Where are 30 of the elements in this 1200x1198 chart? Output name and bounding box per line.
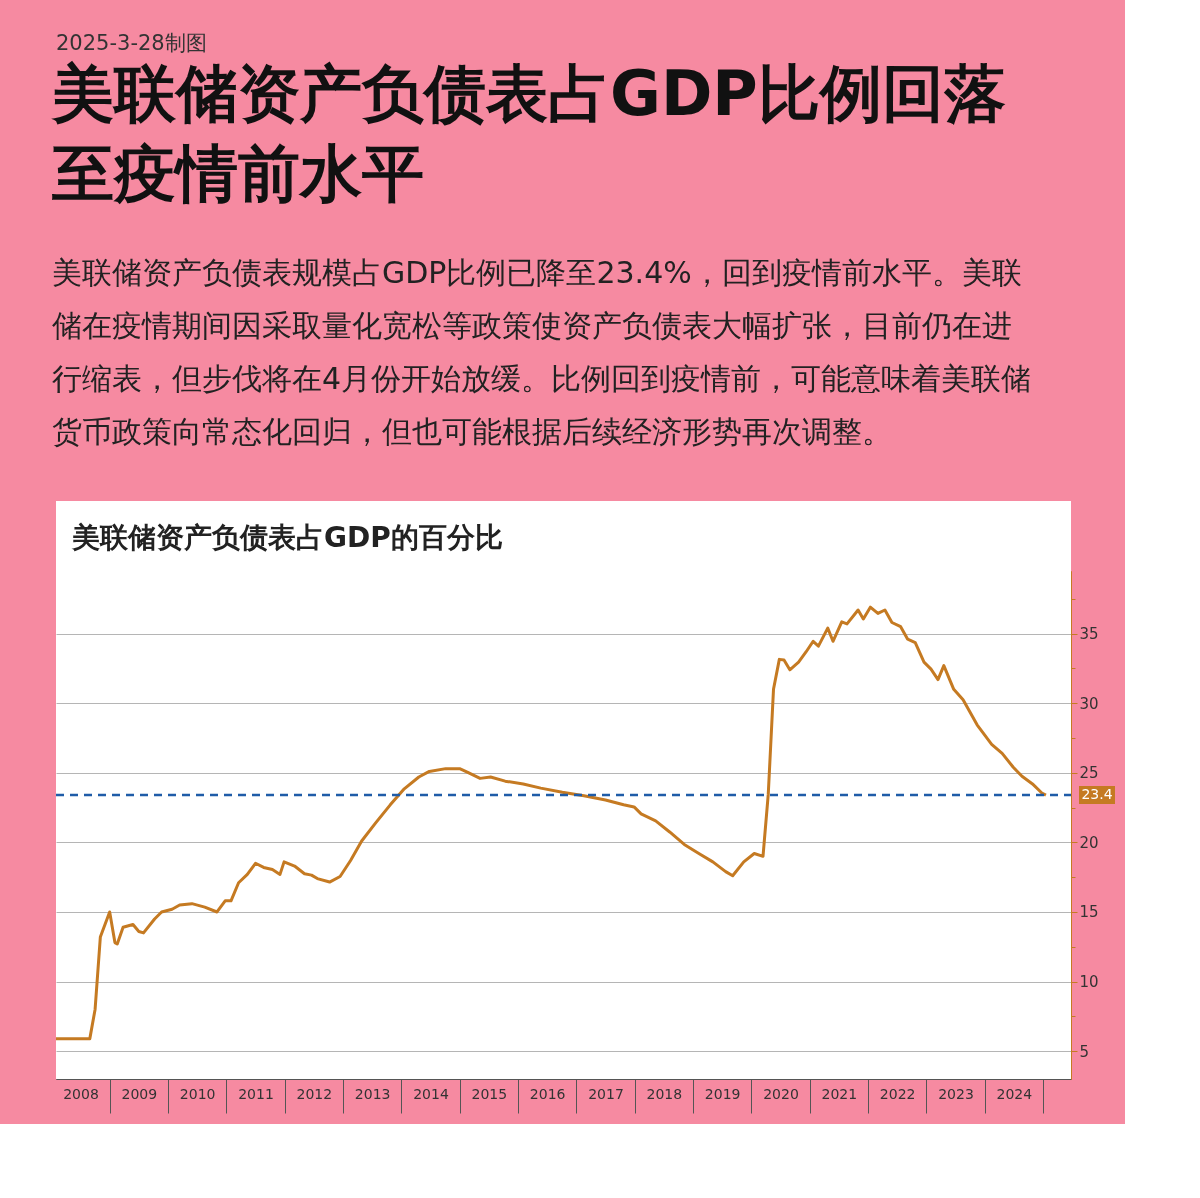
y-tick-label: 15 bbox=[1079, 903, 1099, 922]
y-tick-label: 10 bbox=[1079, 973, 1099, 992]
line-series bbox=[54, 605, 1048, 1041]
x-tick-label: 2015 bbox=[471, 1085, 508, 1102]
text: 2025-3-28制图 bbox=[56, 31, 207, 55]
y-tick-label: 20 bbox=[1079, 833, 1099, 852]
text: 美联储资产负债表占GDP的百分比 bbox=[71, 521, 503, 554]
x-tick-label: 2016 bbox=[529, 1085, 566, 1102]
x-tick-label: 2024 bbox=[996, 1085, 1033, 1102]
y-tick-label: 35 bbox=[1079, 625, 1099, 644]
x-tick-label: 2012 bbox=[296, 1085, 333, 1102]
chart-title: 美联储资产负债表占GDP比例回落至疫情前水平 bbox=[51, 57, 1006, 210]
x-tick-label: 2022 bbox=[879, 1085, 916, 1102]
x-tick-label: 2023 bbox=[938, 1085, 974, 1102]
x-tick-label: 2010 bbox=[179, 1085, 216, 1102]
y-tick-label: 5 bbox=[1079, 1042, 1090, 1061]
x-tick-label: 2020 bbox=[763, 1085, 799, 1102]
y-tick-label: 25 bbox=[1079, 764, 1099, 783]
y-tick-label: 30 bbox=[1079, 694, 1099, 713]
x-tick-label: 2009 bbox=[121, 1085, 158, 1102]
x-tick-label: 2013 bbox=[354, 1085, 391, 1102]
x-tick-label: 2018 bbox=[646, 1085, 683, 1102]
ref-line-label: 23.4 bbox=[1081, 786, 1113, 803]
x-tick-label: 2008 bbox=[63, 1085, 99, 1102]
x-tick-label: 2014 bbox=[413, 1085, 449, 1102]
x-tick-label: 2017 bbox=[588, 1085, 624, 1102]
x-tick-label: 2011 bbox=[238, 1085, 274, 1102]
x-tick-label: 2021 bbox=[821, 1085, 858, 1102]
x-tick-label: 2019 bbox=[704, 1085, 741, 1102]
chart-subtitle: 美联储资产负债表规模占GDP比例已降至23.4%，回到疫情前水平。美联储在疫情期间因采取量化宽松等政策使资产负债表大幅扩张，目前仍在进行缩表，但步伐将在4月份开始放缓。比例回到疫情前，可能意味着美联储货币政策向常态化回归，但也可能根据后续经济形势再次调整。 bbox=[52, 255, 1032, 449]
